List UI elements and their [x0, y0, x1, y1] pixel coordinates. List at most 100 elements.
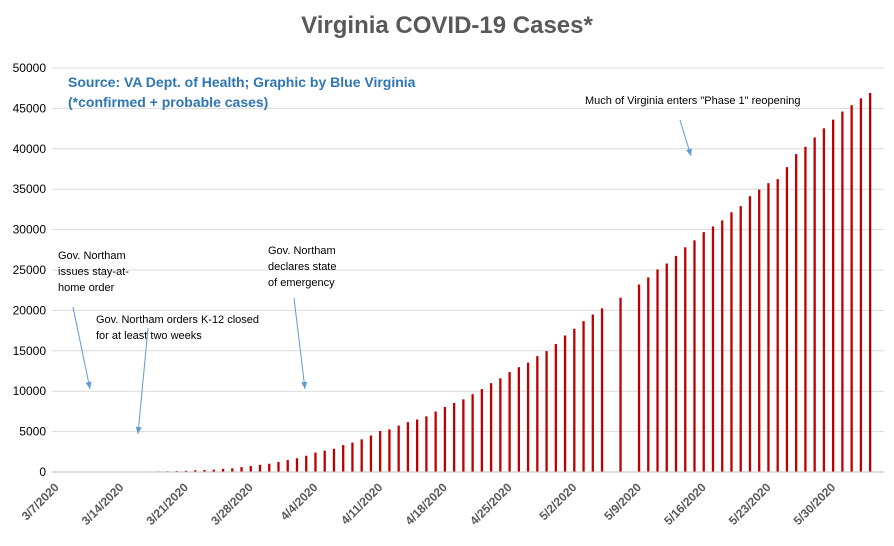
bar — [480, 389, 484, 472]
bar — [295, 458, 299, 472]
bar — [582, 321, 585, 472]
bar — [702, 232, 705, 472]
bar — [693, 240, 696, 472]
x-tick-label: 3/21/2020 — [144, 480, 192, 528]
annotation-text: issues stay-at- — [58, 266, 129, 278]
bar — [804, 146, 807, 472]
bar — [850, 105, 853, 473]
annotation-arrowhead — [85, 381, 92, 389]
x-tick-label: 3/28/2020 — [208, 480, 256, 528]
x-axis-tick-labels: 3/7/2020 3/14/2020 3/21/2020 3/28/2020 4/4/2… — [19, 480, 839, 528]
bar — [443, 406, 447, 472]
annotation-arrow — [137, 327, 149, 435]
bar — [314, 452, 317, 472]
bar — [591, 314, 594, 472]
bar — [813, 137, 816, 472]
annotation-arrow — [72, 306, 91, 390]
bars — [55, 93, 872, 473]
annotation-text: Much of Virginia enters "Phase 1" reopen… — [585, 95, 801, 107]
bar — [545, 351, 548, 472]
annotation-text: of emergency — [268, 277, 335, 289]
bar — [397, 425, 400, 472]
annotation-arrowhead — [135, 426, 142, 434]
annotation-arrow — [293, 297, 306, 390]
annotations: Gov. Northam issues stay-at-home order Gov… — [58, 95, 801, 435]
bar — [388, 429, 391, 472]
bar — [184, 470, 188, 472]
bar — [748, 196, 752, 472]
bar — [277, 461, 280, 472]
y-tick-label: 40000 — [13, 142, 47, 156]
bar — [859, 98, 863, 472]
bar — [462, 399, 465, 472]
bar — [684, 247, 687, 472]
annotation-text: Gov. Northam — [58, 250, 126, 262]
y-axis-tick-labels: 0 5000 10000 15000 20000 25000 30000 35000 40000… — [13, 61, 47, 479]
y-tick-label: 0 — [39, 465, 46, 479]
bar — [526, 362, 530, 472]
bar — [665, 263, 668, 472]
bar — [776, 179, 779, 472]
bar — [795, 154, 798, 472]
bar — [785, 167, 789, 472]
bar — [841, 111, 844, 472]
bar — [647, 277, 650, 472]
bar — [203, 469, 206, 472]
bar — [231, 468, 234, 472]
x-tick-label: 4/11/2020 — [338, 480, 385, 527]
bar — [369, 435, 373, 472]
bar — [730, 212, 733, 472]
y-tick-label: 45000 — [13, 101, 47, 115]
bar — [489, 383, 493, 472]
bar — [637, 284, 641, 472]
bar — [452, 403, 456, 472]
bar — [212, 469, 215, 472]
bar — [221, 468, 225, 472]
bar — [342, 445, 345, 472]
bar — [656, 269, 659, 472]
bar — [471, 394, 474, 472]
y-tick-label: 25000 — [13, 263, 47, 277]
x-tick-label: 5/30/2020 — [791, 480, 839, 528]
x-tick-label: 3/14/2020 — [79, 480, 127, 528]
annotation-text: declares state — [268, 261, 336, 273]
bar — [554, 343, 557, 472]
bar — [379, 430, 382, 472]
gridlines — [52, 67, 884, 433]
x-tick-label: 5/23/2020 — [726, 480, 774, 528]
annotation-text: Gov. Northam orders K-12 closed — [96, 314, 259, 326]
bar — [332, 448, 336, 472]
bar — [406, 422, 410, 472]
x-tick-label: 4/4/2020 — [278, 480, 321, 523]
bar — [674, 255, 678, 472]
bar — [619, 297, 622, 472]
y-tick-label: 50000 — [13, 61, 47, 75]
bar — [517, 367, 520, 472]
bar — [258, 464, 262, 472]
bar — [721, 220, 724, 472]
annotation-arrowhead — [686, 148, 692, 156]
chart-title: Virginia COVID-19 Cases* — [301, 12, 593, 39]
y-tick-label: 15000 — [13, 344, 47, 358]
x-tick-label: 4/25/2020 — [467, 480, 515, 528]
annotation-text: home order — [58, 282, 115, 294]
bar — [758, 189, 761, 472]
y-tick-label: 30000 — [13, 223, 47, 237]
annotation-text: Gov. Northam — [268, 245, 336, 257]
bar — [600, 308, 604, 472]
source-line-1: Source: VA Dept. of Health; Graphic by B… — [68, 74, 416, 90]
bar — [240, 467, 243, 472]
bar — [868, 93, 872, 472]
y-tick-label: 35000 — [13, 182, 47, 196]
bar — [323, 450, 326, 472]
annotation-arrowhead — [301, 381, 308, 389]
bar — [268, 463, 271, 472]
x-tick-label: 5/16/2020 — [661, 480, 709, 528]
y-tick-label: 5000 — [19, 425, 46, 439]
bar — [739, 206, 742, 472]
bar — [425, 416, 428, 472]
bar — [822, 128, 826, 472]
bar — [194, 470, 197, 472]
bar — [832, 119, 835, 473]
